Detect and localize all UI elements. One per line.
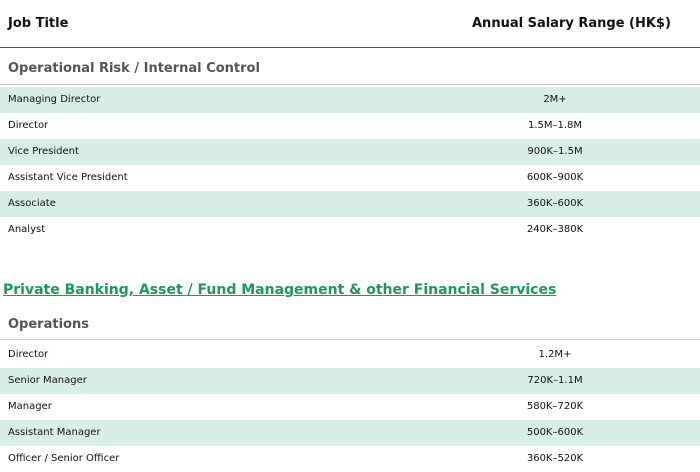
salary-cell: 500K–600K: [526, 427, 584, 438]
table-row: Director 1.2M+: [0, 342, 700, 368]
salary-cell: 600K–900K: [526, 172, 584, 183]
salary-cell: 580K–720K: [526, 401, 584, 412]
job-title-header: Job Title: [8, 16, 69, 31]
salary-cell: 1.2M+: [538, 349, 572, 360]
table-row: Analyst 240K–380K: [0, 217, 700, 243]
salary-cell: 360K–600K: [526, 198, 584, 209]
job-title-cell: Assistant Manager: [8, 427, 101, 438]
salary-cell: 2M+: [543, 94, 567, 105]
job-title-cell: Senior Manager: [8, 375, 87, 386]
salary-cell: 240K–380K: [526, 224, 584, 235]
salary-cell: 900K–1.5M: [527, 146, 583, 157]
job-title-cell: Associate: [8, 198, 56, 209]
table-row: Assistant Manager 500K–600K: [0, 420, 700, 446]
table-row: Vice President 900K–1.5M: [0, 139, 700, 165]
section-heading-operational-risk: Operational Risk / Internal Control: [8, 61, 260, 76]
salary-cell: 1.5M–1.8M: [527, 120, 583, 131]
operational-risk-table: Managing Director 2M+ Director 1.5M–1.8M…: [0, 87, 700, 243]
table-row: Senior Manager 720K–1.1M: [0, 368, 700, 394]
job-title-cell: Vice President: [8, 146, 79, 157]
operations-table: Director 1.2M+ Senior Manager 720K–1.1M …: [0, 342, 700, 472]
section-divider: [0, 339, 700, 340]
table-row: Director 1.5M–1.8M: [0, 113, 700, 139]
section-divider: [0, 84, 700, 85]
job-title-cell: Analyst: [8, 224, 46, 235]
job-title-cell: Managing Director: [8, 94, 101, 105]
table-row: Assistant Vice President 600K–900K: [0, 165, 700, 191]
job-title-cell: Manager: [8, 401, 52, 412]
category-link-private-banking[interactable]: Private Banking, Asset / Fund Management…: [3, 282, 557, 298]
table-row: Associate 360K–600K: [0, 191, 700, 217]
table-header: Job Title Annual Salary Range (HK$): [8, 16, 692, 36]
job-title-cell: Assistant Vice President: [8, 172, 128, 183]
job-title-cell: Officer / Senior Officer: [8, 453, 120, 464]
job-title-cell: Director: [8, 120, 49, 131]
salary-cell: 360K–520K: [526, 453, 584, 464]
job-title-cell: Director: [8, 349, 49, 360]
table-row: Managing Director 2M+: [0, 87, 700, 113]
salary-cell: 720K–1.1M: [527, 375, 583, 386]
salary-range-header: Annual Salary Range (HK$): [472, 16, 671, 31]
header-divider: [0, 47, 700, 48]
section-heading-operations: Operations: [8, 317, 89, 332]
table-row: Officer / Senior Officer 360K–520K: [0, 446, 700, 472]
table-row: Manager 580K–720K: [0, 394, 700, 420]
